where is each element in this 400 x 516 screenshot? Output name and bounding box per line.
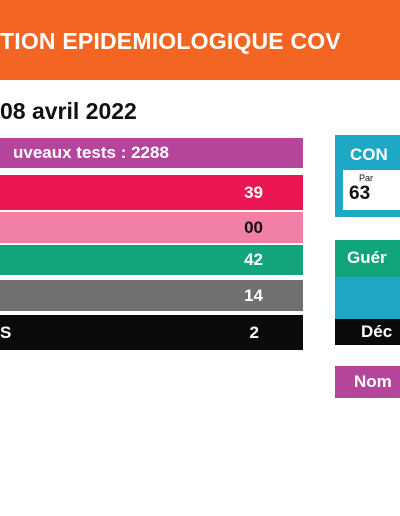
bar-grey: 14	[0, 280, 303, 311]
bar-black: S 2	[0, 315, 303, 350]
bar-pink: 00	[0, 212, 303, 243]
panel-contacts-box: Par 63	[343, 170, 400, 210]
date-line: 08 avril 2022	[0, 98, 137, 124]
panel-recovered-strip: Guér	[335, 240, 400, 277]
bar-red-value: 39	[244, 182, 263, 202]
bar-pink-value: 00	[244, 217, 263, 237]
panel-contacts-title: CON	[350, 145, 388, 164]
bar-red: 39	[0, 175, 303, 210]
bar-black-value: 2	[249, 322, 259, 342]
bar-green-value: 42	[244, 250, 263, 269]
panel-deaths-strip: Déc	[335, 319, 400, 345]
panel-deaths-label: Déc	[361, 322, 393, 341]
panel-contacts: CON Par 63	[335, 135, 400, 217]
bar-new-tests: uveaux tests : 2288	[0, 138, 303, 168]
bar-new-tests-label: uveaux tests : 2288	[13, 143, 169, 162]
bar-black-label: S	[0, 323, 12, 342]
panel-recovered-label: Guér	[347, 248, 387, 267]
bar-green: 42	[0, 245, 303, 275]
panel-nom: Nom	[335, 366, 400, 398]
panel-contacts-small-text: Par	[359, 173, 374, 183]
bar-grey-value: 14	[244, 285, 263, 305]
panel-contacts-number: 63	[349, 183, 371, 204]
header-title: TION EPIDEMIOLOGIQUE COV	[0, 28, 341, 54]
header-band	[0, 0, 400, 80]
panel-nom-label: Nom	[354, 372, 392, 391]
panel-outcomes: Guér Déc	[335, 240, 400, 345]
